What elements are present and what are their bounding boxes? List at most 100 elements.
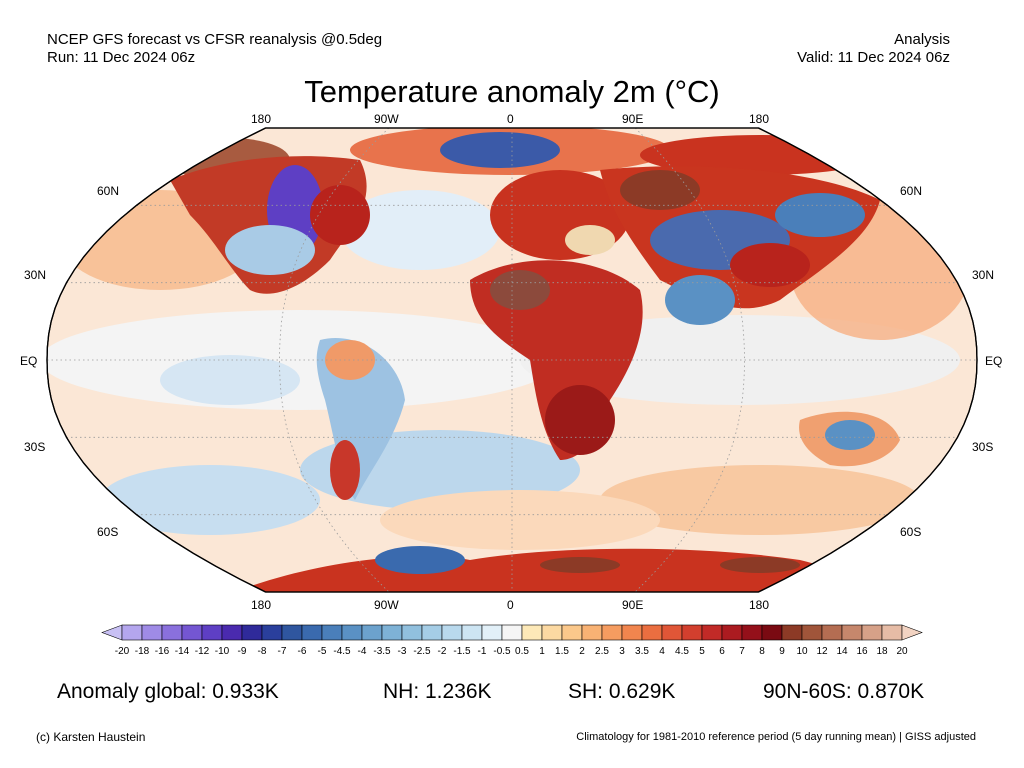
graticule-meridian <box>279 128 390 592</box>
lon-label-top-180e: 180 <box>749 112 770 126</box>
colorbar-tick-label: -3.5 <box>373 646 391 657</box>
colorbar-max-arrow <box>901 624 923 641</box>
colorbar-box <box>841 624 863 641</box>
colorbar-tick-label: 4.5 <box>675 646 689 657</box>
colorbar-box <box>441 624 463 641</box>
colorbar-box <box>641 624 663 641</box>
colorbar-tick-label: 9 <box>779 646 785 657</box>
colorbar-box <box>501 624 523 641</box>
lat-label-right-30n: 30N <box>972 268 995 282</box>
map-title: Temperature anomaly 2m (°C) <box>304 74 720 109</box>
lat-label-right-60s: 60S <box>900 525 922 539</box>
colorbar-tick-label: 1 <box>539 646 545 657</box>
colorbar-tick-label: 2 <box>579 646 585 657</box>
colorbar-tick-label: -1 <box>477 646 487 657</box>
colorbar-tick-label: -8 <box>257 646 267 657</box>
colorbar-box <box>421 624 443 641</box>
colorbar-tick-label: -1.5 <box>453 646 471 657</box>
lon-label-bottom-180w: 180 <box>251 598 272 612</box>
colorbar-box <box>161 624 183 641</box>
colorbar-tick-label: -14 <box>174 646 190 657</box>
colorbar-tick-label: -2 <box>437 646 447 657</box>
colorbar-box <box>861 624 883 641</box>
lon-label-bottom-180e: 180 <box>749 598 770 612</box>
colorbar-box <box>361 624 383 641</box>
analysis-label: Analysis <box>894 31 950 48</box>
colorbar-box <box>801 624 823 641</box>
colorbar-tick-label: 3 <box>619 646 625 657</box>
colorbar-tick-label: -0.5 <box>493 646 511 657</box>
lat-label-right-60n: 60N <box>900 184 923 198</box>
colorbar-tick-label: -9 <box>237 646 247 657</box>
colorbar-tick-label: 5 <box>699 646 705 657</box>
colorbar-tick-label: -10 <box>214 646 230 657</box>
colorbar-box <box>661 624 683 641</box>
nh-anomaly: NH: 1.236K <box>383 680 492 703</box>
global-anomaly: Anomaly global: 0.933K <box>57 680 279 703</box>
colorbar-box <box>561 624 583 641</box>
colorbar-box <box>341 624 363 641</box>
colorbar-tick-label: 20 <box>896 646 908 657</box>
lon-label-top-90e: 90E <box>622 112 644 126</box>
colorbar-box <box>261 624 283 641</box>
lat-label-left-60n: 60N <box>97 184 120 198</box>
colorbar-box <box>721 624 743 641</box>
colorbar-box <box>181 624 203 641</box>
colorbar-tick-label: -4 <box>357 646 367 657</box>
map-border <box>46 127 978 593</box>
colorbar-tick-label: 14 <box>836 646 848 657</box>
colorbar-box <box>741 624 763 641</box>
lon-label-top-90w: 90W <box>374 112 399 126</box>
colorbar-tick-label: 10 <box>796 646 808 657</box>
colorbar-tick-label: -20 <box>114 646 130 657</box>
colorbar-box <box>401 624 423 641</box>
lat-label-left-30s: 30S <box>24 440 46 454</box>
lat-label-right-eq: EQ <box>985 354 1003 368</box>
colorbar-tick-label: 16 <box>856 646 868 657</box>
lat-label-left-eq: EQ <box>20 354 38 368</box>
colorbar-box <box>201 624 223 641</box>
colorbar-box <box>781 624 803 641</box>
colorbar-box <box>301 624 323 641</box>
colorbar-box <box>601 624 623 641</box>
map-field <box>47 128 977 592</box>
colorbar-box <box>281 624 303 641</box>
colorbar-box <box>581 624 603 641</box>
colorbar-box <box>521 624 543 641</box>
colorbar-box <box>821 624 843 641</box>
arctic-anomaly: 90N-60S: 0.870K <box>763 680 925 703</box>
colorbar-tick-label: -18 <box>134 646 150 657</box>
colorbar-tick-label: 18 <box>876 646 888 657</box>
colorbar-tick-label: -2.5 <box>413 646 431 657</box>
colorbar-box <box>621 624 643 641</box>
colorbar-tick-label: -4.5 <box>333 646 351 657</box>
colorbar-tick-label: 2.5 <box>595 646 609 657</box>
sh-anomaly: SH: 0.629K <box>568 680 676 703</box>
colorbar-box <box>881 624 903 641</box>
lon-label-bottom-0: 0 <box>507 598 514 612</box>
colorbar-tick-label: 1.5 <box>555 646 569 657</box>
colorbar-tick-label: 6 <box>719 646 725 657</box>
colorbar-tick-label: -7 <box>277 646 287 657</box>
run-time: Run: 11 Dec 2024 06z <box>47 49 196 66</box>
colorbar-tick-label: 12 <box>816 646 828 657</box>
colorbar-box <box>481 624 503 641</box>
colorbar-min-arrow <box>101 624 123 641</box>
valid-time: Valid: 11 Dec 2024 06z <box>797 49 950 66</box>
lon-label-bottom-90e: 90E <box>622 598 644 612</box>
colorbar-box <box>761 624 783 641</box>
colorbar-tick-label: 7 <box>739 646 745 657</box>
colorbar-box <box>541 624 563 641</box>
lat-label-left-30n: 30N <box>24 268 47 282</box>
lat-label-left-60s: 60S <box>97 525 119 539</box>
climatology-note: Climatology for 1981-2010 reference peri… <box>576 731 976 743</box>
header-left: NCEP GFS forecast vs CFSR reanalysis @0.… <box>47 31 382 67</box>
colorbar-tick-label: -3 <box>397 646 407 657</box>
colorbar-box <box>221 624 243 641</box>
colorbar-tick-label: 8 <box>759 646 765 657</box>
model-description: NCEP GFS forecast vs CFSR reanalysis @0.… <box>47 31 383 48</box>
colorbar-box <box>241 624 263 641</box>
lon-label-top-180w: 180 <box>251 112 272 126</box>
